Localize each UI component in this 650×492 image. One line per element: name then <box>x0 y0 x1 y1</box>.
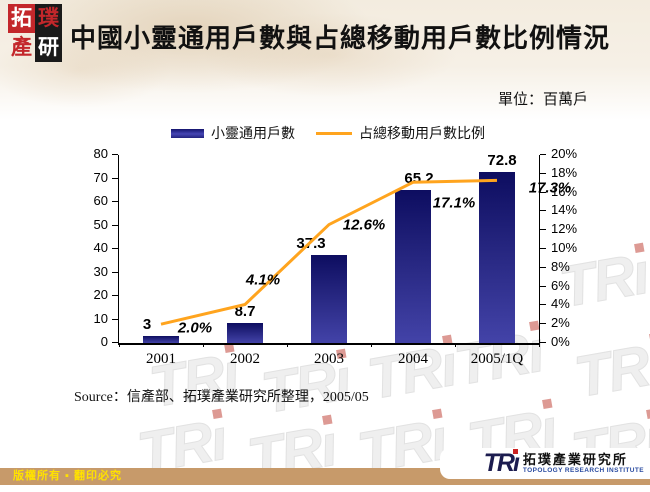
right-axis-label: 20% <box>551 147 595 161</box>
right-axis-tick <box>540 210 546 211</box>
right-axis-tick <box>540 342 546 343</box>
institute-name-en: TOPOLOGY RESEARCH INSTITUTE <box>523 468 644 475</box>
left-axis-label: 20 <box>66 288 108 302</box>
x-axis-tick <box>455 343 456 347</box>
right-axis-label: 12% <box>551 222 595 236</box>
ratio-line <box>119 155 539 343</box>
x-axis-label: 2002 <box>203 351 287 368</box>
left-axis-label: 70 <box>66 171 108 185</box>
right-axis-tick <box>540 267 546 268</box>
left-axis-label: 0 <box>66 335 108 349</box>
ratio-point-label: 17.3% <box>529 180 572 197</box>
tri-i-dot <box>213 409 223 419</box>
tri-i-dot <box>513 449 518 454</box>
right-axis-tick <box>540 248 546 249</box>
tri-i-dot <box>433 409 443 419</box>
left-axis-tick <box>112 342 118 343</box>
right-axis-tick <box>540 286 546 287</box>
tri-footer-logo: TRı 拓璞產業研究所 TOPOLOGY RESEARCH INSTITUTE <box>440 448 650 479</box>
left-axis-label: 80 <box>66 147 108 161</box>
right-axis-label: 18% <box>551 166 595 180</box>
right-axis-tick <box>540 173 546 174</box>
left-axis-label: 60 <box>66 194 108 208</box>
x-axis-label: 2004 <box>371 351 455 368</box>
ratio-point-label: 12.6% <box>343 216 386 233</box>
right-axis-tick <box>540 229 546 230</box>
institute-name-zh: 拓璞產業研究所 <box>523 453 644 466</box>
ratio-point-label: 17.1% <box>433 195 476 212</box>
ratio-point-label: 2.0% <box>178 320 212 337</box>
ratio-point-label: 4.1% <box>246 272 280 289</box>
x-axis-tick <box>203 343 204 347</box>
legend-bar-swatch <box>171 129 204 138</box>
unit-label: 單位：百萬戶 <box>498 88 588 109</box>
topology-corner-logo: 拓 璞 產 研 <box>8 4 62 62</box>
x-axis-tick <box>539 343 540 347</box>
left-axis-label: 30 <box>66 265 108 279</box>
left-axis-label: 40 <box>66 241 108 255</box>
logo-char: 研 <box>35 33 62 62</box>
left-axis-label: 50 <box>66 218 108 232</box>
tri-i-dot <box>543 399 553 409</box>
right-axis-tick <box>540 154 546 155</box>
copyright-text: 版權所有 ▪ 翻印必究 <box>13 467 122 483</box>
left-axis-tick <box>112 295 118 296</box>
left-axis-tick <box>112 272 118 273</box>
legend-line-swatch <box>316 132 352 135</box>
logo-char: 產 <box>8 33 35 62</box>
left-axis-tick <box>112 201 118 202</box>
left-axis-tick <box>112 319 118 320</box>
tri-i-dot <box>647 409 650 419</box>
left-axis-label: 10 <box>66 312 108 326</box>
logo-char: 璞 <box>35 4 62 33</box>
left-axis-tick <box>112 178 118 179</box>
tri-logo-mark: TRı <box>484 451 518 476</box>
left-axis-tick <box>112 248 118 249</box>
left-axis-tick <box>112 154 118 155</box>
x-axis-tick <box>119 343 120 347</box>
logo-char: 拓 <box>8 4 35 33</box>
tri-watermark: TRı <box>364 337 460 409</box>
x-axis-label: 2003 <box>287 351 371 368</box>
legend-line-label: 占總移動用戶數比例 <box>359 123 485 143</box>
right-axis-label: 8% <box>551 260 595 274</box>
right-axis-label: 14% <box>551 203 595 217</box>
tri-i-dot <box>635 243 645 253</box>
right-axis-tick <box>540 323 546 324</box>
right-axis-label: 2% <box>551 316 595 330</box>
right-axis-tick <box>540 304 546 305</box>
x-axis-label: 2005/1Q <box>455 351 539 368</box>
x-axis-label: 2001 <box>119 351 203 368</box>
right-axis-label: 6% <box>551 279 595 293</box>
right-axis-label: 10% <box>551 241 595 255</box>
x-axis-tick <box>287 343 288 347</box>
x-axis-tick <box>371 343 372 347</box>
left-axis-tick <box>112 225 118 226</box>
right-axis-label: 4% <box>551 297 595 311</box>
right-axis-label: 0% <box>551 335 595 349</box>
page-title: 中國小靈通用戶數與占總移動用戶數比例情況 <box>70 18 630 55</box>
source-note: Source：信產部、拓璞產業研究所整理，2005/05 <box>74 386 369 406</box>
tri-i-dot <box>323 415 333 425</box>
legend-bar-label: 小靈通用戶數 <box>211 123 295 143</box>
chart-legend: 小靈通用戶數 占總移動用戶數比例 <box>118 123 538 143</box>
